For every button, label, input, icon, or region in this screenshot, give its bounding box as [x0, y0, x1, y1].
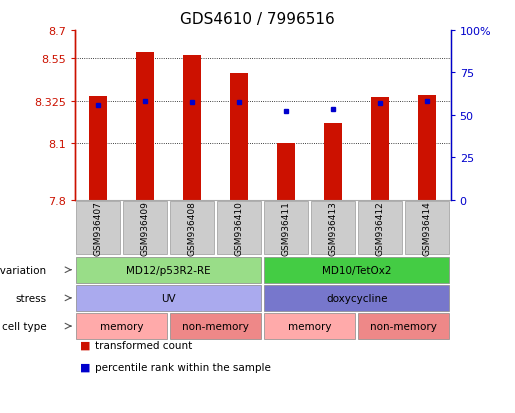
Text: GSM936412: GSM936412 — [375, 201, 385, 256]
Text: ■: ■ — [80, 340, 90, 350]
Text: percentile rank within the sample: percentile rank within the sample — [95, 362, 271, 372]
Bar — [418, 96, 436, 200]
Text: GSM936409: GSM936409 — [141, 201, 150, 256]
Text: memory: memory — [100, 321, 143, 331]
Text: GSM936414: GSM936414 — [423, 201, 432, 256]
Text: GSM936408: GSM936408 — [187, 201, 197, 256]
Text: memory: memory — [288, 321, 331, 331]
Text: cell type: cell type — [2, 321, 46, 331]
Text: GDS4610 / 7996516: GDS4610 / 7996516 — [180, 12, 335, 27]
Bar — [136, 52, 154, 200]
Text: stress: stress — [15, 293, 46, 303]
Text: GSM936407: GSM936407 — [94, 201, 102, 256]
Bar — [277, 144, 295, 200]
Bar — [324, 124, 342, 200]
Text: doxycycline: doxycycline — [326, 293, 387, 303]
Text: ■: ■ — [80, 362, 90, 372]
Bar — [183, 56, 201, 200]
Text: UV: UV — [161, 293, 176, 303]
Text: GSM936413: GSM936413 — [329, 201, 338, 256]
Bar — [89, 97, 107, 200]
Text: GSM936411: GSM936411 — [282, 201, 290, 256]
Bar — [371, 98, 389, 200]
Text: transformed count: transformed count — [95, 340, 193, 350]
Text: GSM936410: GSM936410 — [235, 201, 244, 256]
Text: MD12/p53R2-RE: MD12/p53R2-RE — [126, 265, 211, 275]
Text: genotype/variation: genotype/variation — [0, 265, 46, 275]
Text: non-memory: non-memory — [370, 321, 437, 331]
Text: MD10/TetOx2: MD10/TetOx2 — [322, 265, 391, 275]
Text: non-memory: non-memory — [182, 321, 249, 331]
Bar — [230, 74, 248, 200]
